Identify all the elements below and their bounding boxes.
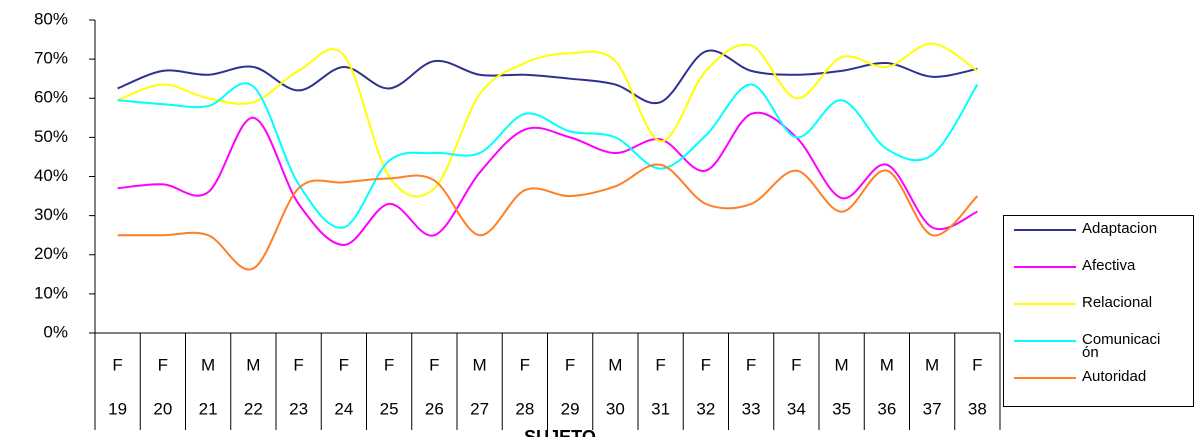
series-line bbox=[117, 49, 978, 105]
x-axis-label: SUJETO bbox=[524, 427, 596, 437]
x-tick-label: 26 bbox=[425, 399, 444, 418]
y-tick-label: 10% bbox=[34, 283, 68, 302]
x-group-label: F bbox=[339, 355, 349, 374]
x-tick-label: 24 bbox=[334, 399, 353, 418]
legend-label: Afectiva bbox=[1082, 257, 1136, 274]
x-group-label: F bbox=[655, 355, 665, 374]
series-line bbox=[117, 82, 979, 229]
legend: Adaptacion Afectiva Relacional Comunicación… bbox=[1003, 215, 1194, 407]
x-group-label: F bbox=[972, 355, 982, 374]
legend-swatch bbox=[1014, 340, 1076, 342]
x-tick-label: 20 bbox=[153, 399, 172, 418]
x-tick-label: 37 bbox=[923, 399, 942, 418]
x-group-label: M bbox=[246, 355, 260, 374]
x-group-label: F bbox=[384, 355, 394, 374]
x-group-label: F bbox=[565, 355, 575, 374]
y-tick-label: 30% bbox=[34, 205, 68, 224]
x-group-label: F bbox=[746, 355, 756, 374]
y-tick-label: 40% bbox=[34, 166, 68, 185]
x-group-label: F bbox=[429, 355, 439, 374]
series-line bbox=[117, 42, 978, 198]
x-group-label: M bbox=[201, 355, 215, 374]
legend-label: Autoridad bbox=[1082, 368, 1147, 385]
x-group-label: M bbox=[880, 355, 894, 374]
x-tick-label: 27 bbox=[470, 399, 489, 418]
x-tick-label: 38 bbox=[968, 399, 987, 418]
x-group-label: F bbox=[701, 355, 711, 374]
x-tick-label: 33 bbox=[742, 399, 761, 418]
x-group-label: F bbox=[112, 355, 122, 374]
x-group-label: M bbox=[608, 355, 622, 374]
series-line bbox=[117, 163, 979, 271]
x-tick-label: 34 bbox=[787, 399, 806, 418]
legend-swatch bbox=[1014, 266, 1076, 268]
legend-swatch bbox=[1014, 377, 1076, 379]
x-group-label: F bbox=[293, 355, 303, 374]
x-tick-label: 19 bbox=[108, 399, 127, 418]
x-tick-label: 22 bbox=[244, 399, 263, 418]
y-tick-label: 20% bbox=[34, 244, 68, 263]
x-group-label: M bbox=[835, 355, 849, 374]
y-tick-label: 70% bbox=[34, 49, 68, 68]
legend-swatch bbox=[1014, 303, 1076, 305]
y-tick-label: 60% bbox=[34, 88, 68, 107]
x-group-label: M bbox=[473, 355, 487, 374]
legend-label: Relacional bbox=[1082, 294, 1153, 311]
y-tick-label: 50% bbox=[34, 127, 68, 146]
series-line bbox=[117, 111, 978, 246]
x-tick-label: 21 bbox=[199, 399, 218, 418]
legend-label: Adaptacion bbox=[1082, 220, 1158, 237]
x-tick-label: 25 bbox=[380, 399, 399, 418]
x-tick-label: 23 bbox=[289, 399, 308, 418]
x-tick-label: 29 bbox=[561, 399, 580, 418]
x-tick-label: 35 bbox=[832, 399, 851, 418]
x-tick-label: 30 bbox=[606, 399, 625, 418]
x-group-label: F bbox=[520, 355, 530, 374]
legend-label: Comunicación bbox=[1082, 331, 1161, 361]
y-tick-label: 0% bbox=[43, 322, 68, 341]
x-tick-label: 32 bbox=[696, 399, 715, 418]
x-tick-label: 28 bbox=[515, 399, 534, 418]
x-tick-label: 31 bbox=[651, 399, 670, 418]
x-group-label: F bbox=[158, 355, 168, 374]
x-group-label: M bbox=[925, 355, 939, 374]
legend-swatch bbox=[1014, 229, 1076, 231]
x-tick-label: 36 bbox=[877, 399, 896, 418]
y-tick-label: 80% bbox=[34, 9, 68, 28]
x-group-label: F bbox=[791, 355, 801, 374]
